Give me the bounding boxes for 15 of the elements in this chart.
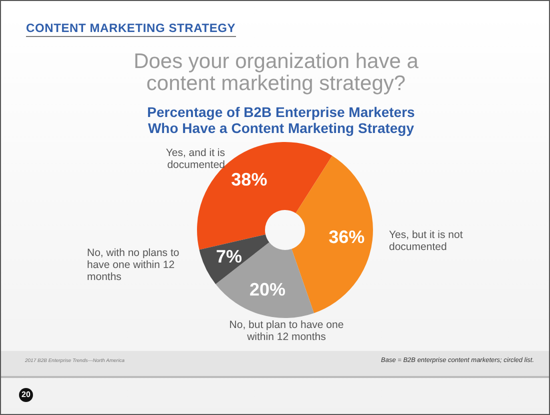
donut-slice <box>199 234 270 284</box>
text: CONTENT MARKETING STRATEGY <box>26 21 236 37</box>
donut-slice <box>216 242 314 318</box>
slice-label: Yes, but it is not documented <box>389 229 464 253</box>
data-label: 7% <box>216 246 242 267</box>
text: 20 <box>19 388 33 402</box>
data-label: 20% <box>249 279 286 300</box>
slice-label: Yes, and it is documented <box>164 147 225 171</box>
chart-subtitle: Percentage of B2B Enterprise Marketers Who Have a Content Marketing Strategy <box>146 104 416 136</box>
donut-slice <box>292 156 373 314</box>
data-label: 36% <box>328 227 365 248</box>
slice-label: No, with no plans to have one within 12 months <box>87 247 180 283</box>
data-label: 38% <box>231 169 268 190</box>
slice-label: No, but plan to have one within 12 months <box>229 319 344 343</box>
chart-title: Does your organization have a content marketing strategy? <box>132 50 420 95</box>
